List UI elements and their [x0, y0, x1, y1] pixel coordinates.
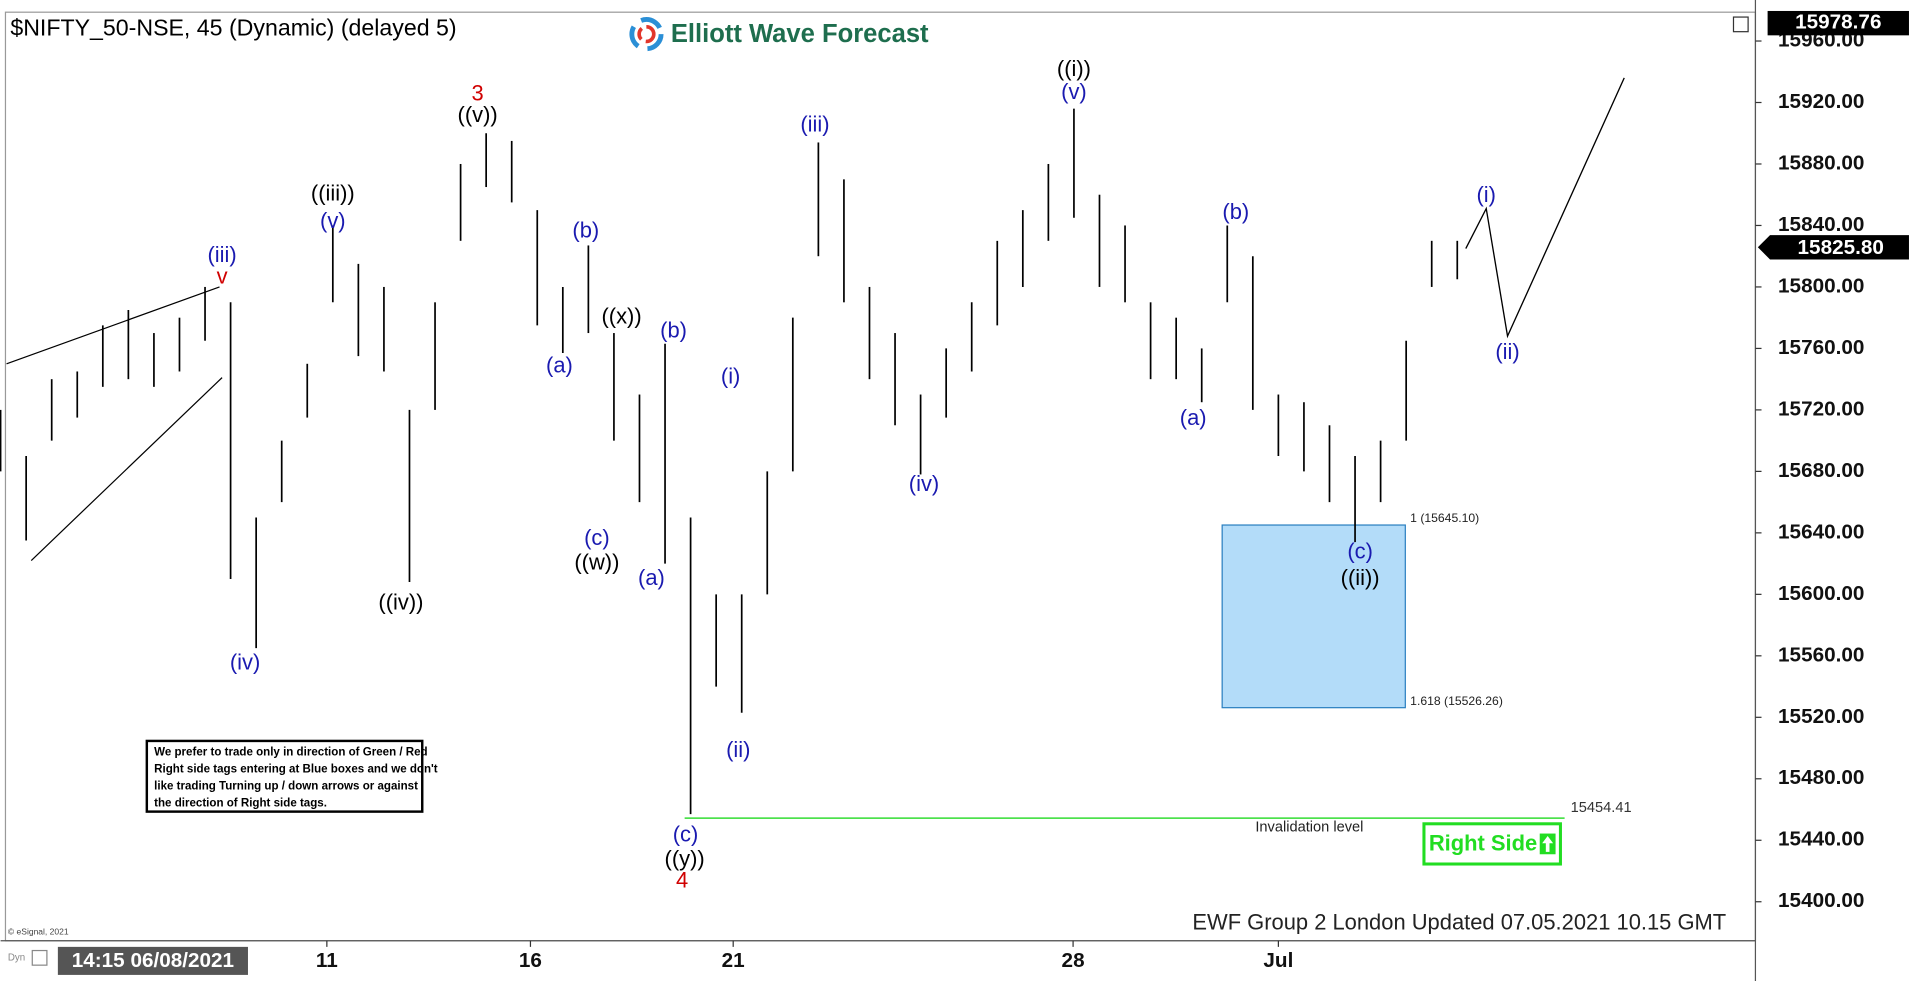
badge-frame	[1422, 822, 1562, 866]
x-tick-label: 11	[316, 949, 338, 972]
last-price-pointer	[1757, 235, 1909, 260]
wave-label: ((y))	[665, 846, 705, 871]
wave-label: (i)	[1476, 182, 1495, 207]
y-tick-label: 15720.00	[1778, 397, 1864, 420]
note-frame	[145, 739, 424, 813]
note-line: the direction of Right side tags.	[154, 798, 327, 810]
badge-text: Right Side	[1429, 830, 1537, 855]
right-side-badge: Right Side	[1422, 822, 1562, 866]
axis-top-label: 15978.76	[1795, 11, 1881, 34]
invalidation-label: Invalidation level	[1255, 820, 1363, 836]
trendline	[30, 377, 223, 561]
wave-label: (b)	[572, 217, 599, 242]
y-tick-label: 15800.00	[1778, 274, 1864, 297]
y-tick-label: 15640.00	[1778, 520, 1864, 543]
wave-label: (c)	[673, 821, 699, 846]
copyright: © eSignal, 2021	[8, 927, 69, 937]
note-line: We prefer to trade only in direction of …	[154, 747, 427, 759]
wave-label: (v)	[1061, 79, 1087, 104]
timestamp: 14:15 06/08/2021	[72, 949, 234, 972]
wave-label: v	[217, 264, 228, 289]
wave-label: (v)	[320, 208, 346, 233]
wave-label: (iv)	[909, 471, 939, 496]
x-tick-label: 21	[722, 949, 745, 972]
target-box-label: 1.618 (15526.26)	[1410, 694, 1503, 708]
wave-label: (c)	[584, 525, 610, 550]
wave-label: (ii)	[1495, 339, 1519, 364]
y-tick-label: 15840.00	[1778, 213, 1864, 236]
badge-arrow	[1542, 835, 1554, 852]
target-box	[1221, 524, 1406, 709]
target-box-label: 1 (15645.10)	[1410, 511, 1479, 525]
y-tick-label: 15920.00	[1778, 90, 1864, 113]
y-tick-label: 15520.00	[1778, 705, 1864, 728]
wave-label: (iii)	[207, 242, 236, 267]
wave-label: ((i))	[1057, 56, 1091, 81]
wave-label: ((iv))	[378, 589, 423, 614]
wave-label: (i)	[721, 363, 740, 388]
wave-label: ((iii))	[311, 181, 355, 206]
wave-label: ((ii))	[1341, 565, 1380, 590]
wave-label: (a)	[638, 565, 665, 590]
invalidation-value: 15454.41	[1571, 800, 1632, 816]
y-tick-label: 15600.00	[1778, 582, 1864, 605]
window-icon	[1732, 16, 1749, 33]
wave-label: ((v))	[458, 102, 498, 127]
note-line: Right side tags entering at Blue boxes a…	[154, 764, 438, 776]
logo-icon	[629, 17, 664, 52]
y-tick-label: 15560.00	[1778, 643, 1864, 666]
note-line: like trading Turning up / down arrows or…	[154, 781, 418, 793]
logo-icon-inner	[637, 24, 656, 44]
y-tick-label: 15400.00	[1778, 889, 1864, 912]
wave-label: ((w))	[574, 549, 619, 574]
note-box: We prefer to trade only in direction of …	[145, 739, 438, 813]
y-tick-label: 15680.00	[1778, 459, 1864, 482]
axis-top-box	[1767, 10, 1909, 36]
wave-label: 3	[472, 81, 484, 106]
x-tick-label: Jul	[1263, 949, 1293, 972]
logo: Elliott Wave Forecast	[629, 17, 929, 52]
y-tick-label: 15880.00	[1778, 151, 1864, 174]
projection-path	[1465, 77, 1625, 339]
y-tick-label: 15440.00	[1778, 828, 1864, 851]
wave-label: (a)	[546, 353, 573, 378]
wave-label: ((x))	[602, 303, 642, 328]
x-tick-label: 28	[1062, 949, 1085, 972]
wave-label: (b)	[1222, 199, 1249, 224]
brand: Elliott Wave Forecast	[671, 20, 929, 48]
wave-label: (ii)	[726, 737, 750, 762]
cursor-icon	[31, 949, 48, 966]
y-tick-label: 15760.00	[1778, 336, 1864, 359]
wave-label: (iv)	[230, 649, 260, 674]
last-price-label: 15825.80	[1798, 236, 1884, 259]
trendline	[6, 286, 220, 365]
wave-label: (a)	[1180, 405, 1207, 430]
chart-title: $NIFTY_50-NSE, 45 (Dynamic) (delayed 5)	[10, 14, 456, 40]
cursor-label: Dyn	[8, 952, 25, 963]
x-tick-label: 16	[519, 949, 542, 972]
wave-label: 4	[676, 868, 688, 893]
wave-label: (c)	[1347, 539, 1373, 564]
wave-label: (b)	[660, 317, 687, 342]
wave-label: (iii)	[800, 111, 829, 136]
footer: EWF Group 2 London Updated 07.05.2021 10…	[1192, 910, 1726, 935]
timestamp-box	[57, 946, 248, 975]
y-tick-label: 15480.00	[1778, 766, 1864, 789]
